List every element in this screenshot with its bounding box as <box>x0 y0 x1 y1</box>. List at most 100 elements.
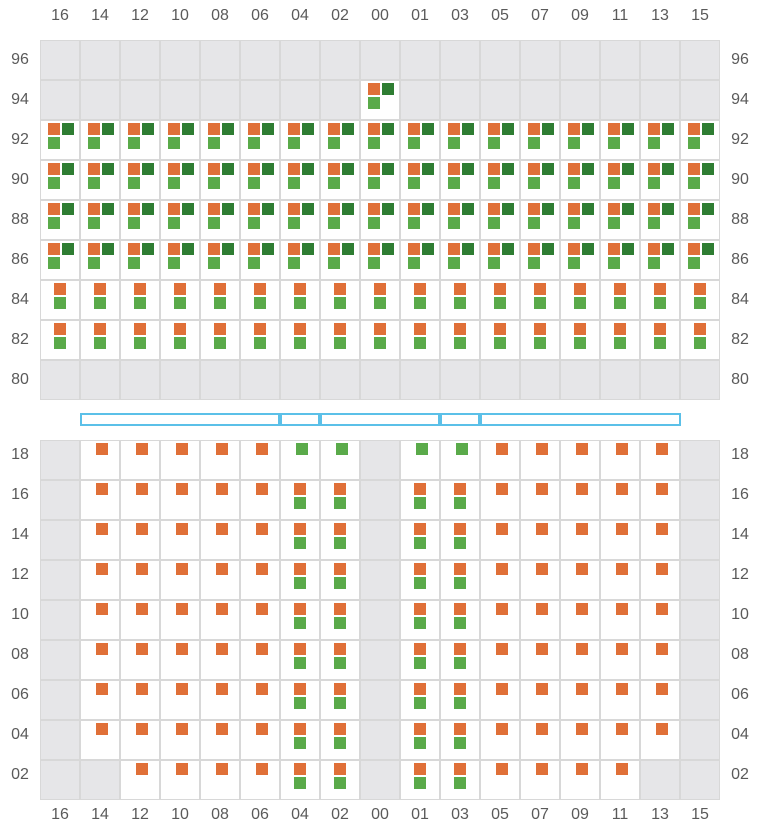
rack-cell-80-01[interactable] <box>400 360 440 400</box>
rack-cell-80-14[interactable] <box>80 360 120 400</box>
rack-cell-16-00[interactable] <box>360 480 400 520</box>
rack-cell-14-05[interactable] <box>480 520 520 560</box>
rack-cell-88-06[interactable] <box>240 200 280 240</box>
rack-cell-86-10[interactable] <box>160 240 200 280</box>
rack-cell-82-14[interactable] <box>80 320 120 360</box>
rack-cell-84-13[interactable] <box>640 280 680 320</box>
rack-cell-96-03[interactable] <box>440 40 480 80</box>
rack-cell-18-09[interactable] <box>560 440 600 480</box>
rack-cell-18-06[interactable] <box>240 440 280 480</box>
rack-cell-06-05[interactable] <box>480 680 520 720</box>
rack-cell-06-11[interactable] <box>600 680 640 720</box>
rack-cell-92-00[interactable] <box>360 120 400 160</box>
rack-cell-16-10[interactable] <box>160 480 200 520</box>
rack-cell-92-03[interactable] <box>440 120 480 160</box>
rack-cell-02-12[interactable] <box>120 760 160 800</box>
rack-cell-06-12[interactable] <box>120 680 160 720</box>
rack-cell-84-01[interactable] <box>400 280 440 320</box>
rack-cell-08-04[interactable] <box>280 640 320 680</box>
rack-cell-14-01[interactable] <box>400 520 440 560</box>
rack-cell-94-00[interactable] <box>360 80 400 120</box>
rack-cell-06-00[interactable] <box>360 680 400 720</box>
rack-cell-10-14[interactable] <box>80 600 120 640</box>
rack-cell-10-16[interactable] <box>40 600 80 640</box>
rack-cell-86-05[interactable] <box>480 240 520 280</box>
rack-cell-04-15[interactable] <box>680 720 720 760</box>
rack-cell-82-13[interactable] <box>640 320 680 360</box>
rack-cell-90-04[interactable] <box>280 160 320 200</box>
rack-cell-06-08[interactable] <box>200 680 240 720</box>
rack-cell-06-09[interactable] <box>560 680 600 720</box>
rack-cell-86-02[interactable] <box>320 240 360 280</box>
rack-cell-82-12[interactable] <box>120 320 160 360</box>
rack-cell-80-05[interactable] <box>480 360 520 400</box>
rack-cell-88-03[interactable] <box>440 200 480 240</box>
rack-cell-02-03[interactable] <box>440 760 480 800</box>
rack-cell-14-06[interactable] <box>240 520 280 560</box>
rack-cell-84-14[interactable] <box>80 280 120 320</box>
rack-cell-92-06[interactable] <box>240 120 280 160</box>
rack-cell-96-08[interactable] <box>200 40 240 80</box>
rack-cell-14-14[interactable] <box>80 520 120 560</box>
rack-cell-12-00[interactable] <box>360 560 400 600</box>
rack-cell-82-15[interactable] <box>680 320 720 360</box>
rack-cell-10-13[interactable] <box>640 600 680 640</box>
rack-cell-88-15[interactable] <box>680 200 720 240</box>
rack-cell-92-16[interactable] <box>40 120 80 160</box>
rack-cell-80-07[interactable] <box>520 360 560 400</box>
rack-cell-16-14[interactable] <box>80 480 120 520</box>
rack-cell-12-14[interactable] <box>80 560 120 600</box>
rack-cell-84-08[interactable] <box>200 280 240 320</box>
rack-cell-96-13[interactable] <box>640 40 680 80</box>
rack-cell-12-06[interactable] <box>240 560 280 600</box>
rack-cell-08-15[interactable] <box>680 640 720 680</box>
rack-cell-82-01[interactable] <box>400 320 440 360</box>
rack-cell-92-04[interactable] <box>280 120 320 160</box>
rack-cell-10-03[interactable] <box>440 600 480 640</box>
rack-cell-88-08[interactable] <box>200 200 240 240</box>
rack-cell-86-15[interactable] <box>680 240 720 280</box>
rack-cell-92-08[interactable] <box>200 120 240 160</box>
rack-cell-84-09[interactable] <box>560 280 600 320</box>
rack-cell-96-09[interactable] <box>560 40 600 80</box>
rack-cell-86-13[interactable] <box>640 240 680 280</box>
rack-cell-94-04[interactable] <box>280 80 320 120</box>
rack-cell-18-00[interactable] <box>360 440 400 480</box>
rack-cell-96-06[interactable] <box>240 40 280 80</box>
rack-cell-10-01[interactable] <box>400 600 440 640</box>
rack-cell-84-11[interactable] <box>600 280 640 320</box>
rack-cell-84-06[interactable] <box>240 280 280 320</box>
rack-cell-82-08[interactable] <box>200 320 240 360</box>
rack-cell-80-10[interactable] <box>160 360 200 400</box>
rack-cell-08-16[interactable] <box>40 640 80 680</box>
rack-cell-18-15[interactable] <box>680 440 720 480</box>
rack-cell-92-15[interactable] <box>680 120 720 160</box>
rack-cell-84-10[interactable] <box>160 280 200 320</box>
rack-cell-10-11[interactable] <box>600 600 640 640</box>
rack-cell-04-08[interactable] <box>200 720 240 760</box>
rack-cell-84-07[interactable] <box>520 280 560 320</box>
rack-cell-02-05[interactable] <box>480 760 520 800</box>
rack-cell-92-05[interactable] <box>480 120 520 160</box>
rack-cell-96-10[interactable] <box>160 40 200 80</box>
rack-cell-10-04[interactable] <box>280 600 320 640</box>
rack-cell-12-16[interactable] <box>40 560 80 600</box>
rack-cell-96-07[interactable] <box>520 40 560 80</box>
rack-cell-06-15[interactable] <box>680 680 720 720</box>
rack-cell-16-03[interactable] <box>440 480 480 520</box>
rack-cell-06-14[interactable] <box>80 680 120 720</box>
rack-cell-10-09[interactable] <box>560 600 600 640</box>
rack-cell-14-02[interactable] <box>320 520 360 560</box>
rack-cell-92-02[interactable] <box>320 120 360 160</box>
rack-cell-94-14[interactable] <box>80 80 120 120</box>
rack-cell-88-12[interactable] <box>120 200 160 240</box>
rack-cell-96-16[interactable] <box>40 40 80 80</box>
rack-cell-08-06[interactable] <box>240 640 280 680</box>
rack-cell-14-13[interactable] <box>640 520 680 560</box>
rack-cell-80-09[interactable] <box>560 360 600 400</box>
rack-cell-12-09[interactable] <box>560 560 600 600</box>
rack-cell-84-00[interactable] <box>360 280 400 320</box>
rack-cell-86-12[interactable] <box>120 240 160 280</box>
rack-cell-18-11[interactable] <box>600 440 640 480</box>
rack-cell-10-02[interactable] <box>320 600 360 640</box>
